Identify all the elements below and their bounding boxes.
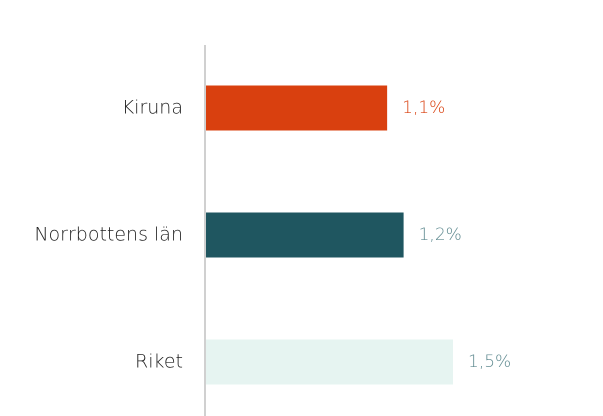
value-label: 1,1% bbox=[402, 98, 445, 118]
bar bbox=[206, 212, 404, 258]
value-label: 1,2% bbox=[419, 225, 462, 245]
bar bbox=[206, 339, 453, 385]
bar bbox=[206, 85, 388, 131]
category-label: Kiruna bbox=[122, 97, 183, 119]
value-label: 1,5% bbox=[468, 352, 511, 372]
category-label: Norrbottens län bbox=[34, 224, 183, 246]
category-label: Riket bbox=[135, 351, 183, 373]
